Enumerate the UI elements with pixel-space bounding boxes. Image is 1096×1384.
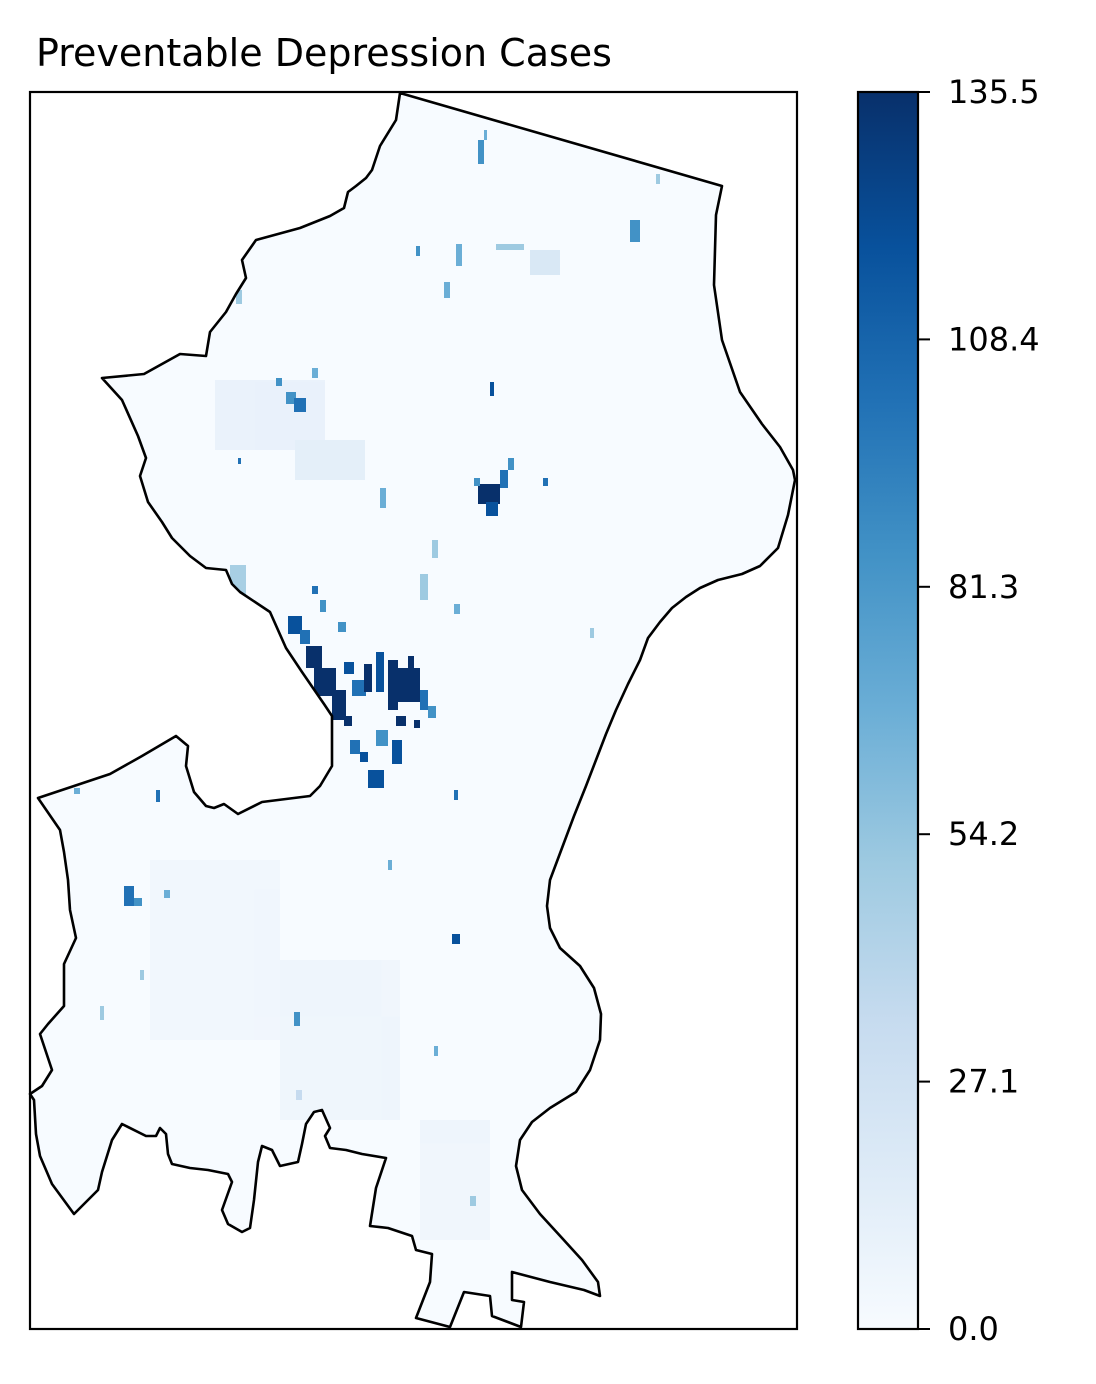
colorbar-gradient — [858, 92, 918, 1329]
map-title: Preventable Depression Cases — [36, 31, 612, 75]
colorbar-frame — [856, 90, 920, 1331]
southwest-cells — [74, 788, 476, 1206]
hotspot-northwest — [238, 368, 318, 464]
hotspot-central — [288, 616, 436, 788]
light-texture — [150, 250, 560, 1240]
colorbar-tick-label: 27.1 — [948, 1063, 1019, 1101]
colorbar-ticks: 0.0 27.1 54.2 81.3 108.4 135.5 — [918, 73, 1040, 1348]
colorbar-tick-label: 54.2 — [948, 815, 1019, 853]
scattered-cells — [236, 130, 660, 638]
colorbar-tick-label: 81.3 — [948, 568, 1019, 606]
colorbar-tick-label: 0.0 — [948, 1310, 999, 1348]
region-outline — [28, 91, 797, 1329]
hotspot-northeast — [474, 458, 548, 516]
colorbar: 0.0 27.1 54.2 81.3 108.4 135.5 — [856, 73, 1040, 1348]
colorbar-tick-label: 135.5 — [948, 73, 1040, 111]
colorbar-tick-label: 108.4 — [948, 320, 1040, 358]
